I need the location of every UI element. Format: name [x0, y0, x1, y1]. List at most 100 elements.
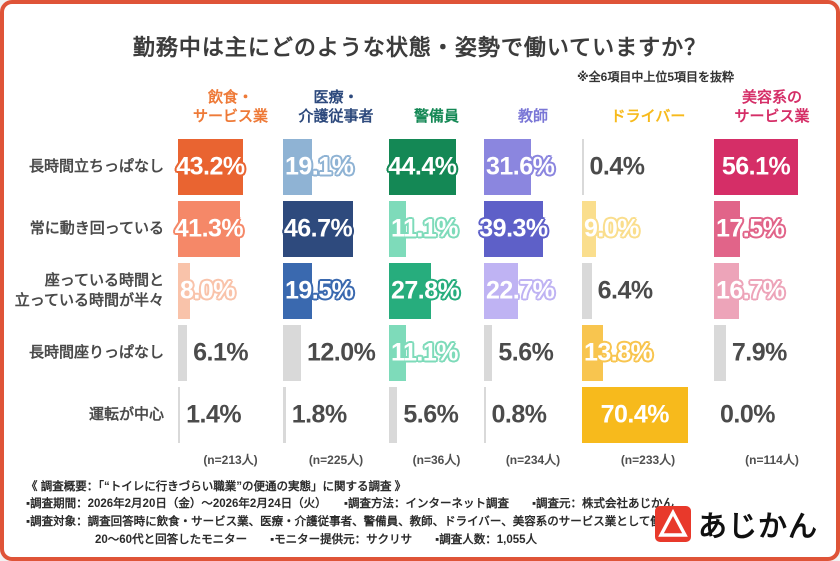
row-label: 常に動き回っている	[29, 219, 164, 237]
chart-cell: 56.1%	[714, 138, 830, 195]
chart-cell: 1.4%	[178, 386, 283, 443]
value-label: 27.8%	[391, 276, 460, 304]
chart-cell: 0.0%	[714, 387, 830, 443]
value-bar	[389, 262, 431, 319]
value-label: 1.4%	[186, 400, 242, 428]
sample-size-row: (n=213人) (n=225人) (n=36人) (n=234人) (n=233人) (…	[4, 449, 836, 471]
chart-row: 常に動き回っている 41.3% 46.7% 11.1% 39.3% 9.0% 17.5%	[4, 200, 836, 257]
value-bar	[714, 262, 740, 319]
value-bar	[389, 200, 406, 257]
chart-cell: 16.7%	[714, 262, 830, 319]
column-header-2: 医療・ 介護従事者	[298, 89, 374, 125]
survey-monitor-line: 20～60代と回答したモニター ▪モニター提供元：サクリサ ▪調査人数：1,05…	[26, 533, 538, 546]
survey-overview: 《 調査概要：「“トイレに行きづらい職業”の便通の実態」に関する調査 》 ▪調査…	[4, 479, 836, 550]
matrix-bar-chart: 飲食・ サービス業 医療・ 介護従事者 警備員 教師 ドライバー 美容系の サービス業 長時…	[4, 89, 836, 471]
value-label: 1.8%	[291, 400, 347, 428]
value-bar	[283, 324, 301, 381]
chart-cell: 11.1%	[389, 324, 484, 381]
value-label: 70.4%	[600, 400, 670, 428]
chart-cell: 1.8%	[283, 386, 389, 443]
value-bar	[582, 200, 596, 257]
value-bar	[178, 138, 243, 195]
chart-row: 長時間座りっぱなし 6.1% 12.0% 11.1% 5.6% 13.8% 7.9%	[4, 324, 836, 381]
chart-cell: 19.1%	[283, 138, 389, 195]
chart-cell: 39.3%	[479, 200, 582, 257]
chart-cell: 27.8%	[389, 262, 484, 319]
chart-cell: 13.8%	[582, 324, 714, 381]
sample-size-spacer	[4, 449, 178, 471]
page-title: 勤務中は主にどのような状態・姿勢で働いていますか？	[132, 35, 708, 60]
value-label: 17.5%	[716, 214, 785, 242]
value-bar	[582, 262, 592, 319]
ajikan-logo-text: あじかん	[697, 511, 818, 543]
value-label: 39.3%	[479, 214, 548, 242]
value-label: 16.7%	[716, 276, 785, 304]
value-label: 5.6%	[498, 338, 554, 366]
chart-cell: 44.4%	[388, 138, 484, 195]
value-label: 11.1%	[391, 214, 459, 242]
value-bar	[484, 386, 486, 443]
row-label: 長時間座りっぱなし	[28, 343, 164, 361]
chart-cell: 0.8%	[484, 386, 582, 443]
sample-size-label: (n=233人)	[620, 453, 676, 467]
value-label: 7.9%	[731, 338, 787, 366]
value-label: 5.6%	[403, 400, 459, 428]
value-bar	[283, 200, 354, 257]
sample-size-label: (n=36人)	[412, 453, 461, 467]
value-label: 6.1%	[193, 338, 249, 366]
value-label: 8.0%	[180, 276, 235, 304]
column-header-6: 美容系の サービス業	[734, 89, 810, 125]
value-bar	[389, 138, 456, 195]
value-label: 0.4%	[589, 152, 645, 180]
survey-target-line: ▪調査対象：調査回答時に飲食・サービス業、医療・介護従事者、警備員、教師、ドライ…	[26, 516, 674, 529]
chart-cell: 41.3%	[174, 200, 283, 257]
chart-row: 座っている時間と 立っている時間が半々 8.0% 19.5% 27.8% 22.7% 6.…	[4, 262, 836, 319]
chart-cell: 12.0%	[283, 324, 389, 381]
value-label: 13.8%	[584, 338, 653, 366]
value-label: 19.1%	[285, 152, 354, 180]
value-label: 43.2%	[176, 152, 245, 180]
value-bar	[283, 262, 313, 319]
chart-cell: 6.4%	[582, 262, 714, 319]
column-header-4: 教師	[517, 107, 548, 125]
value-label: 0.8%	[491, 400, 547, 428]
value-label: 11.1%	[391, 338, 459, 366]
value-bar	[484, 138, 532, 195]
sample-size-label: (n=213人)	[203, 453, 258, 467]
value-bar	[582, 138, 584, 195]
chart-cell: 19.5%	[283, 262, 389, 319]
value-label: 6.4%	[597, 276, 653, 304]
sample-size-label: (n=234人)	[505, 453, 561, 467]
value-label: 31.6%	[486, 152, 555, 180]
value-label: 56.1%	[721, 152, 791, 180]
chart-cell: 22.7%	[484, 262, 582, 319]
row-label: 座っている時間と 立っている時間が半々	[14, 272, 164, 309]
chart-cell: 5.6%	[484, 324, 582, 381]
column-header-3: 警備員	[413, 107, 459, 125]
value-label: 46.7%	[283, 214, 353, 242]
chart-cell: 46.7%	[283, 200, 389, 257]
value-bar	[714, 324, 726, 381]
value-bar	[178, 200, 240, 257]
sample-size-label: (n=114人)	[745, 453, 799, 467]
value-bar	[283, 386, 286, 443]
value-label: 9.0%	[584, 214, 639, 242]
row-label: 運転が中心	[88, 405, 164, 423]
value-label: 0.0%	[720, 400, 775, 428]
value-bar	[178, 324, 188, 381]
chart-cell: 7.9%	[714, 324, 830, 381]
column-header-5: ドライバー	[610, 107, 686, 125]
sample-size-label: (n=225人)	[308, 453, 364, 467]
row-label: 長時間立ちっぱなし	[28, 157, 164, 175]
value-bar	[178, 386, 181, 443]
value-bar	[714, 200, 741, 257]
chart-cell: 5.6%	[389, 386, 484, 443]
chart-cell: 0.4%	[582, 138, 714, 195]
value-bar	[283, 138, 312, 195]
chart-cell: 8.0%	[178, 262, 283, 319]
value-bar	[178, 262, 190, 319]
chart-cell: 70.4%	[582, 386, 714, 443]
value-bar	[582, 324, 603, 381]
value-label: 41.3%	[174, 214, 244, 242]
